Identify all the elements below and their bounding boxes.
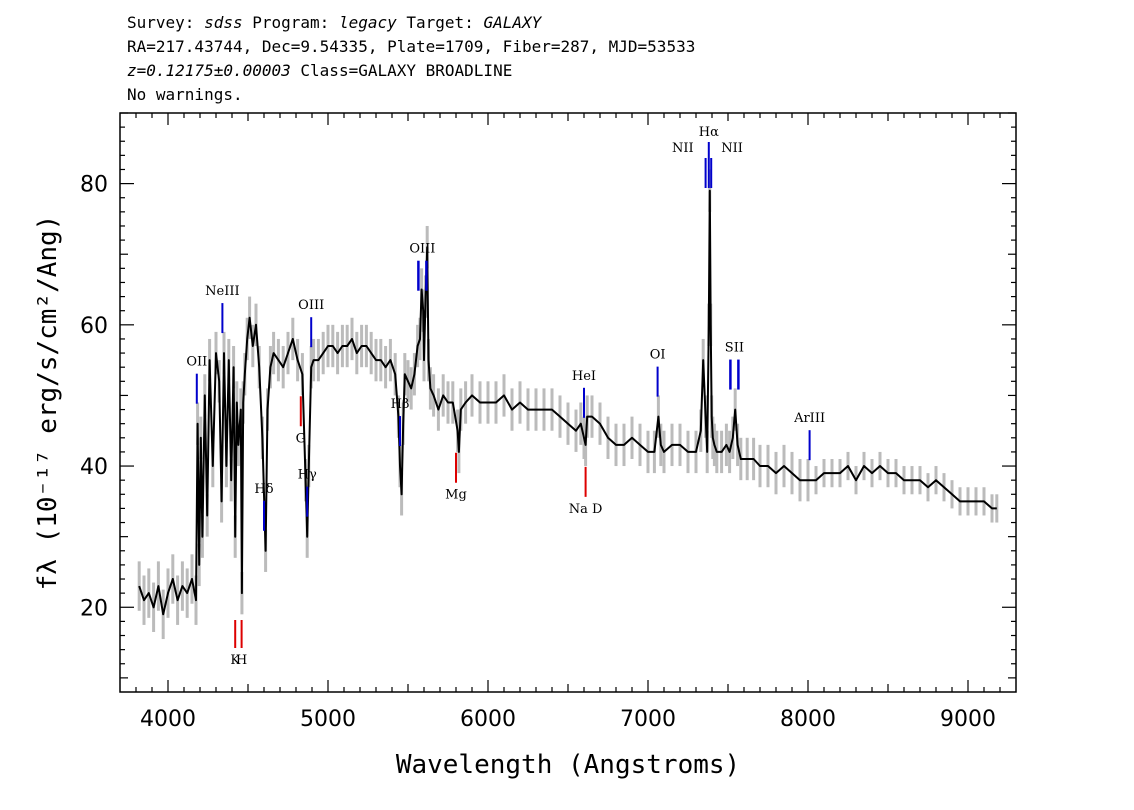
target-value: GALAXY	[483, 13, 542, 32]
target-label: Target:	[406, 13, 474, 32]
x-tick-label: 6000	[460, 707, 516, 732]
x-tick-label: 8000	[780, 707, 836, 732]
emission-marker-sii-label: SII	[725, 341, 744, 356]
x-axis-label: Wavelength (Angstroms)	[396, 750, 740, 780]
y-tick-label: 60	[80, 314, 108, 339]
y-tick-label: 40	[80, 455, 108, 480]
emission-marker-h--label: Hα	[699, 125, 719, 140]
y-tick-label: 80	[80, 173, 108, 198]
redshift-value: z=0.12175±0.00003	[127, 61, 291, 80]
header-line-1: Survey: sdss Program: legacy Target: GAL…	[127, 13, 541, 33]
emission-marker-nii-label: NII	[672, 141, 694, 156]
program-label: Program:	[252, 13, 330, 32]
emission-marker-oi-label: OI	[650, 348, 666, 363]
survey-value: sdss	[204, 13, 243, 32]
emission-marker-oiii-label: OIII	[298, 298, 324, 313]
emission-marker-h--label: Hγ	[298, 468, 317, 483]
survey-label: Survey:	[127, 13, 195, 32]
program-value: legacy	[338, 13, 397, 32]
emission-marker-oiii-label: OIII	[409, 242, 435, 257]
absorption-marker-h-label: H	[236, 653, 247, 668]
absorption-marker-g-label: G	[296, 431, 306, 446]
emission-marker-h--label: Hβ	[391, 397, 410, 412]
y-axis-label: fλ (10⁻¹⁷ erg/s/cm²/Ang)	[33, 215, 63, 591]
warnings-text: No warnings.	[127, 85, 243, 104]
header-line-3: z=0.12175±0.00003 Class=GALAXY BROADLINE	[127, 61, 512, 81]
emission-marker-oii-label: OII	[186, 355, 207, 370]
emission-marker-ariii-label: ArIII	[793, 411, 825, 426]
flux-line	[138, 189, 997, 616]
absorption-marker-k-label: K	[230, 653, 240, 668]
y-tick-label: 20	[80, 596, 108, 621]
absorption-marker-na-d-label: Na D	[569, 502, 603, 517]
x-tick-label: 4000	[140, 707, 196, 732]
header-line-2: RA=217.43744, Dec=9.54335, Plate=1709, F…	[127, 37, 696, 56]
emission-marker-neiii-label: NeIII	[205, 284, 239, 299]
x-tick-label: 7000	[620, 707, 676, 732]
emission-marker-hei-label: HeI	[572, 369, 596, 384]
absorption-marker-mg-label: Mg	[445, 488, 467, 503]
emission-marker-nii-label: NII	[721, 141, 743, 156]
emission-marker-h--label: Hδ	[254, 482, 273, 497]
x-tick-label: 9000	[940, 707, 996, 732]
x-tick-label: 5000	[300, 707, 356, 732]
class-value: Class=GALAXY BROADLINE	[300, 61, 513, 80]
